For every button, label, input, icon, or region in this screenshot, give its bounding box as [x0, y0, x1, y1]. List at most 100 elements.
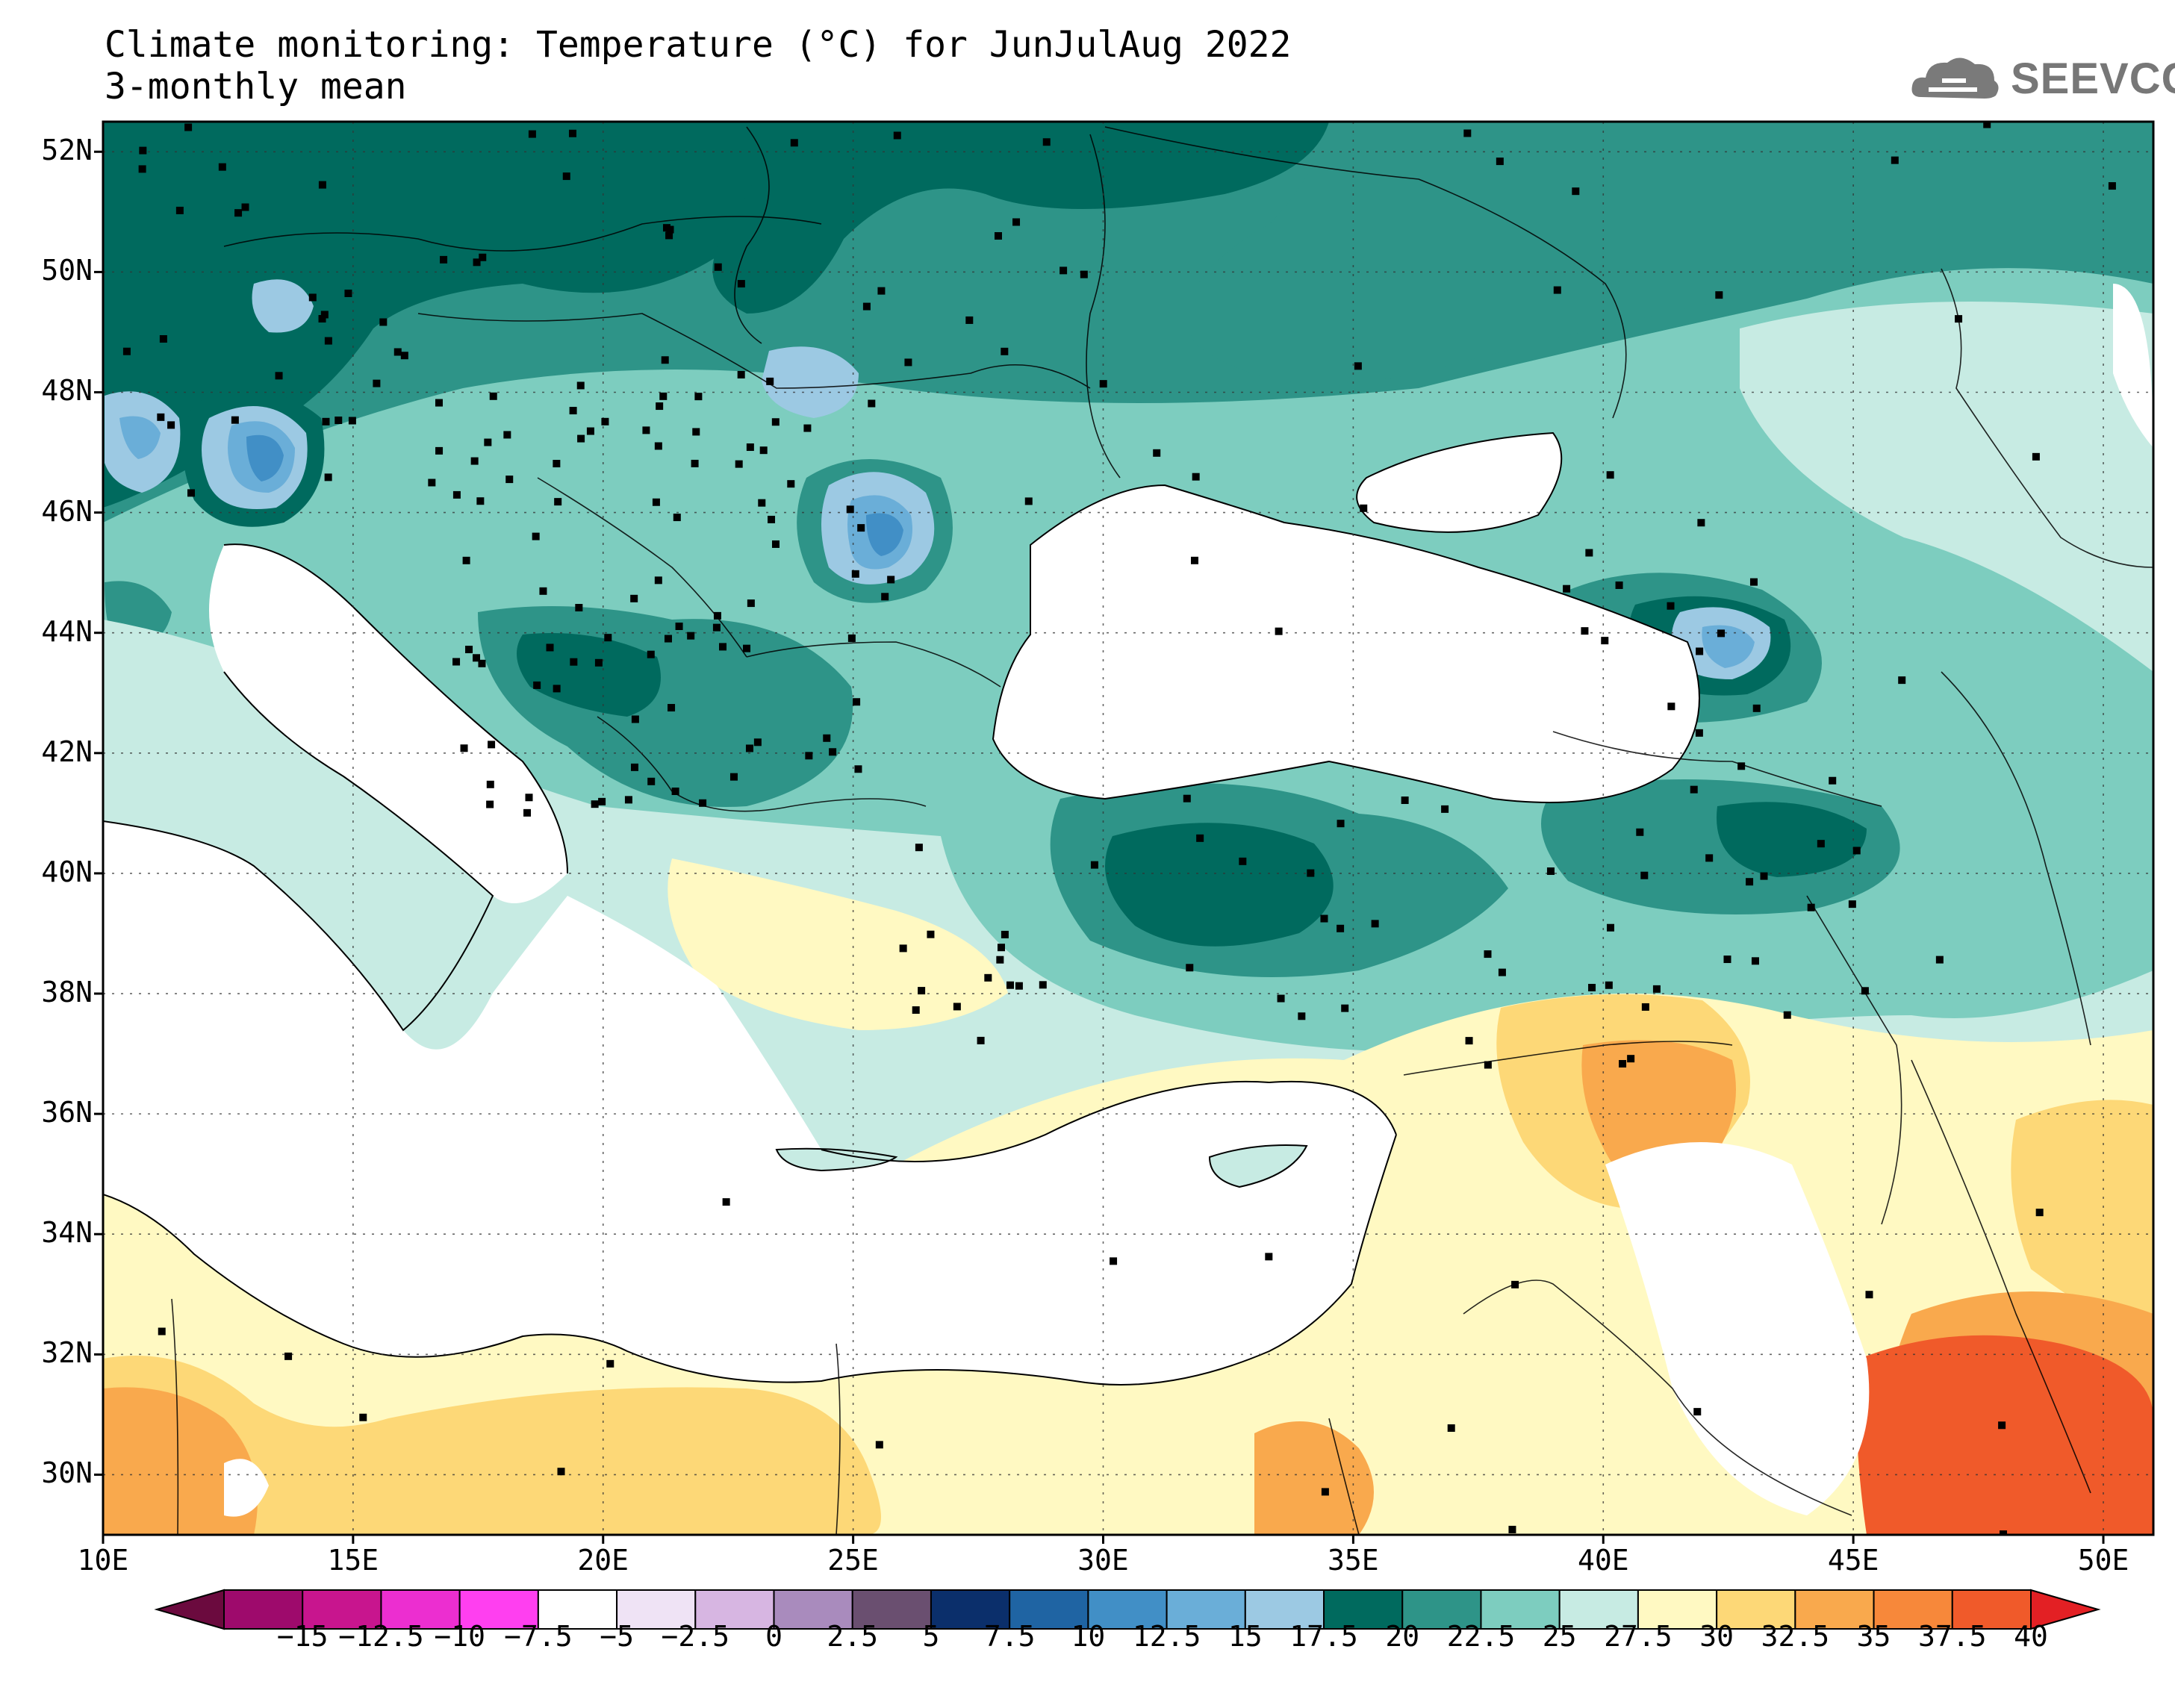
station-marker [428, 479, 436, 487]
lon-label: 45E [1827, 1544, 1879, 1577]
station-marker [576, 381, 585, 390]
station-marker [440, 255, 448, 264]
station-marker [996, 956, 1004, 964]
border-2 [417, 313, 1091, 389]
station-marker [601, 417, 609, 426]
border-4 [1086, 134, 1121, 479]
colorbar-cell [1558, 1589, 1639, 1630]
station-marker [1511, 1280, 1519, 1288]
station-marker [1401, 796, 1409, 804]
station-marker [847, 634, 856, 642]
station-marker [1751, 957, 1759, 965]
station-marker [1998, 1421, 2006, 1430]
station-marker [1737, 762, 1746, 770]
station-marker [692, 428, 700, 436]
station-marker [1627, 1055, 1635, 1063]
station-marker [857, 524, 865, 532]
station-marker [1265, 1253, 1273, 1261]
station-marker [1752, 704, 1761, 712]
station-marker [598, 797, 606, 805]
station-marker [528, 130, 536, 138]
station-marker [899, 944, 907, 953]
station-marker [1715, 291, 1723, 299]
station-marker [1496, 158, 1504, 166]
desert-gap [1605, 1142, 1870, 1515]
station-marker [1607, 923, 1615, 932]
station-marker [486, 780, 494, 788]
station-marker [997, 944, 1005, 952]
station-marker [324, 473, 332, 481]
station-marker [525, 794, 533, 802]
colorbar-label: 37.5 [1918, 1620, 1987, 1653]
station-marker [1848, 900, 1856, 908]
field-balkan-core [517, 633, 661, 717]
station-marker [668, 704, 676, 712]
station-marker [673, 514, 681, 522]
lat-label: 38N [41, 976, 93, 1009]
station-marker [1360, 504, 1368, 512]
coastline-azov [1356, 431, 1563, 533]
station-marker [1307, 869, 1315, 877]
station-marker [664, 635, 672, 643]
station-marker [1865, 1291, 1873, 1299]
station-marker [1652, 985, 1661, 993]
azov-sea [1357, 433, 1562, 532]
border-14 [1941, 671, 2091, 1046]
station-marker [275, 372, 283, 380]
cyprus-island [1210, 1145, 1307, 1187]
caspian-edge [2113, 284, 2153, 448]
colorbar-cell [616, 1589, 697, 1630]
station-marker [853, 698, 861, 706]
station-marker [1723, 956, 1731, 964]
station-marker [554, 498, 562, 506]
station-marker [745, 744, 753, 752]
station-marker [2032, 452, 2040, 461]
station-marker [452, 658, 461, 666]
station-marker [656, 402, 664, 411]
station-marker [324, 337, 332, 345]
station-marker [1955, 315, 1963, 323]
station-marker [1697, 519, 1705, 527]
lon-label: 20E [577, 1544, 629, 1577]
station-marker [743, 644, 751, 652]
station-marker [1110, 1257, 1118, 1265]
station-marker [553, 460, 561, 468]
lon-label: 40E [1577, 1544, 1629, 1577]
lat-label: 44N [41, 614, 93, 648]
station-marker [1605, 981, 1613, 989]
station-marker [746, 443, 754, 452]
station-marker [532, 532, 540, 540]
station-marker [435, 446, 444, 455]
station-marker [661, 356, 669, 364]
station-marker [1615, 581, 1623, 589]
border-6 [537, 477, 747, 658]
colorbar-label: −12.5 [338, 1620, 424, 1653]
lat-label: 36N [41, 1096, 93, 1129]
colorbar-label: −15 [276, 1620, 329, 1653]
station-marker [465, 646, 473, 654]
field-nw-cold-2 [712, 122, 1329, 314]
colorbar-label: 10 [1071, 1620, 1106, 1653]
adriatic-sea [209, 544, 567, 903]
station-marker [452, 490, 461, 499]
colorbar-label: 35 [1856, 1620, 1891, 1653]
colorbar-cell [1716, 1589, 1796, 1630]
field-tatra [762, 346, 859, 418]
station-marker [1641, 1003, 1649, 1011]
station-marker [699, 799, 707, 807]
station-marker [1898, 676, 1906, 685]
colorbar-label: 40 [2014, 1620, 2048, 1653]
station-marker [486, 800, 494, 808]
colorbar-label: 20 [1385, 1620, 1420, 1653]
station-marker [737, 280, 745, 288]
station-marker [1667, 602, 1675, 610]
station-marker [1015, 982, 1023, 990]
station-marker [1498, 968, 1506, 976]
station-marker [904, 358, 912, 367]
station-marker [1183, 794, 1191, 802]
colorbar-label: 12.5 [1132, 1620, 1201, 1653]
station-marker [713, 611, 721, 620]
station-marker [753, 738, 762, 747]
station-marker [630, 594, 638, 602]
